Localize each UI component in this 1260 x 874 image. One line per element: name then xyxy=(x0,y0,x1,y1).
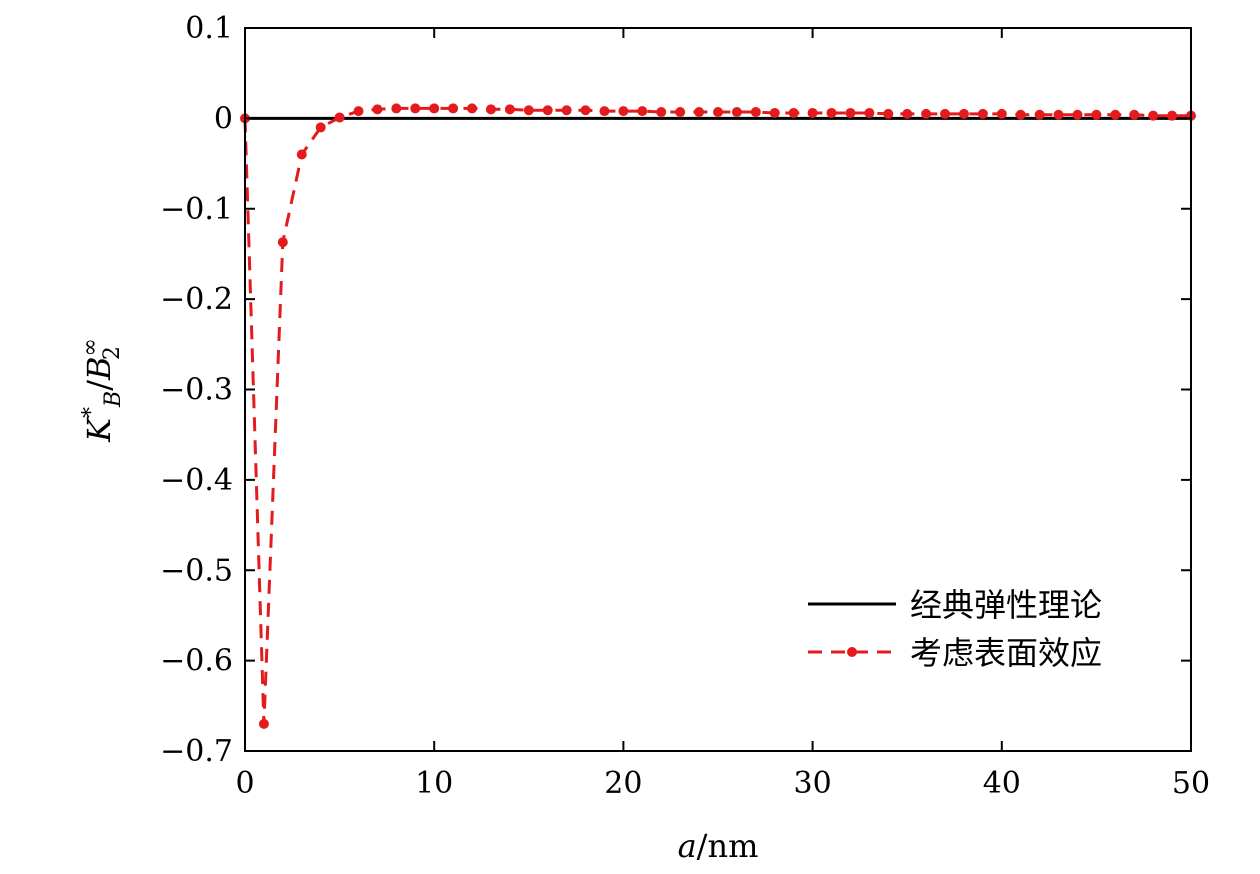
data-point xyxy=(731,107,742,118)
data-point xyxy=(940,108,951,119)
legend-marker-surface xyxy=(847,647,857,657)
data-point xyxy=(523,105,534,116)
x-tick-label: 50 xyxy=(1172,766,1210,801)
x-tick-label: 10 xyxy=(415,766,453,801)
data-point xyxy=(315,122,326,133)
data-point xyxy=(467,103,478,114)
series-layer xyxy=(240,103,1196,729)
y-tick-label: −0.2 xyxy=(160,282,233,317)
data-point xyxy=(656,107,667,118)
data-point xyxy=(958,108,969,119)
svg-text:K*B/B∞2: K*B/B∞2 xyxy=(78,338,126,443)
data-point xyxy=(921,108,932,119)
data-point xyxy=(713,107,723,118)
data-point xyxy=(391,103,402,114)
y-tick-label: 0 xyxy=(214,101,233,136)
y-tick-label: −0.5 xyxy=(160,553,233,588)
data-point xyxy=(826,107,837,118)
data-point xyxy=(637,106,648,117)
data-point xyxy=(1148,110,1159,121)
legend-label-surface: 考虑表面效应 xyxy=(910,634,1102,672)
x-axis-title: a/nm xyxy=(678,827,759,865)
data-point xyxy=(977,108,988,119)
data-point xyxy=(618,106,629,117)
data-point xyxy=(788,107,799,118)
data-point xyxy=(1110,109,1121,120)
data-point xyxy=(883,108,894,119)
data-point xyxy=(1053,109,1064,120)
data-point xyxy=(1167,110,1178,121)
x-tick-label: 40 xyxy=(983,766,1021,801)
data-point xyxy=(599,106,610,117)
data-point xyxy=(334,112,345,123)
data-point xyxy=(504,104,515,115)
data-point xyxy=(485,104,496,115)
y-tick-label: −0.4 xyxy=(160,463,233,498)
data-point xyxy=(561,105,572,116)
y-tick-label: −0.1 xyxy=(160,192,233,227)
data-point xyxy=(410,103,421,114)
data-point xyxy=(769,107,780,118)
data-point xyxy=(580,105,591,116)
data-point xyxy=(675,107,686,118)
ticks-layer: 0 10 20 30 40 50 0.1 0 −0.1 −0.2 −0.3 −0.4 −0.5 −0.6 −… xyxy=(160,11,1210,801)
data-point xyxy=(542,105,553,116)
data-point xyxy=(1015,109,1026,120)
data-point xyxy=(996,108,1007,119)
data-point xyxy=(1072,109,1083,120)
legend: 经典弹性理论 考虑表面效应 xyxy=(808,586,1102,672)
data-point xyxy=(1034,109,1045,120)
data-point xyxy=(353,106,364,117)
data-point xyxy=(750,107,761,118)
data-point xyxy=(429,103,440,114)
data-point xyxy=(807,107,818,118)
data-point xyxy=(902,108,913,119)
x-tick-label: 20 xyxy=(604,766,642,801)
data-point xyxy=(372,104,383,115)
data-point xyxy=(694,107,705,118)
data-point xyxy=(277,237,288,248)
y-tick-label: −0.7 xyxy=(160,734,233,769)
data-point xyxy=(258,718,269,729)
data-point xyxy=(1129,109,1140,120)
data-point xyxy=(448,103,459,114)
x-tick-label: 0 xyxy=(235,766,254,801)
data-point xyxy=(864,107,875,118)
data-point xyxy=(845,107,856,118)
legend-label-classical: 经典弹性理论 xyxy=(910,586,1102,624)
x-tick-label: 30 xyxy=(794,766,832,801)
data-point xyxy=(1091,109,1102,120)
y-tick-label: −0.6 xyxy=(160,644,233,679)
y-axis-title: K*B/B∞2 xyxy=(78,338,126,443)
series-line-1 xyxy=(243,106,1191,726)
data-point xyxy=(296,149,307,160)
y-tick-label: −0.3 xyxy=(160,373,233,408)
y-tick-label: 0.1 xyxy=(185,11,233,46)
